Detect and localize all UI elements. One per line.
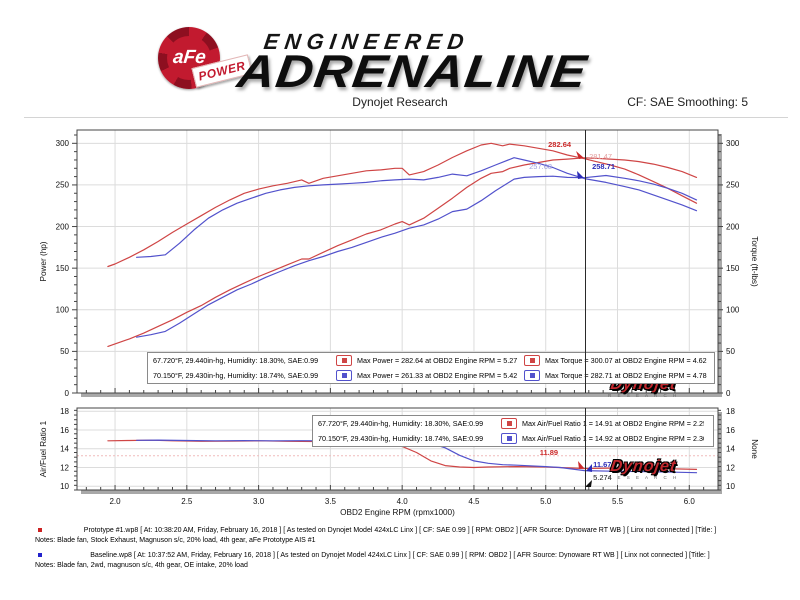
svg-text:18: 18 bbox=[60, 407, 69, 416]
svg-text:282.64: 282.64 bbox=[548, 140, 572, 149]
svg-text:3.5: 3.5 bbox=[325, 497, 337, 506]
afr-chart-legend: 67.720°F, 29.440in-hg, Humidity: 18.30%,… bbox=[312, 415, 714, 447]
env-conditions-label: 70.150°F, 29.430in-hg, Humidity: 18.74%,… bbox=[153, 371, 319, 380]
svg-text:300: 300 bbox=[726, 139, 740, 148]
svg-text:2.0: 2.0 bbox=[109, 497, 121, 506]
svg-text:50: 50 bbox=[60, 347, 69, 356]
env-conditions-label: 67.720°F, 29.440in-hg, Humidity: 18.30%,… bbox=[318, 419, 484, 428]
svg-text:281.47: 281.47 bbox=[589, 152, 612, 161]
max-torque-label: Max Torque = 282.71 at OBD2 Engine RPM =… bbox=[545, 371, 707, 380]
run-notes: Notes: Blade fan, 2wd, magnuson s/c, 4th… bbox=[35, 562, 248, 569]
brand-adrenaline: ADRENALINE bbox=[234, 45, 591, 97]
svg-text:250: 250 bbox=[726, 181, 740, 190]
svg-text:Air/Fuel Ratio 1: Air/Fuel Ratio 1 bbox=[39, 420, 48, 477]
svg-text:14: 14 bbox=[726, 445, 735, 454]
svg-text:200: 200 bbox=[56, 222, 70, 231]
max-power-label: Max Power = 282.64 at OBD2 Engine RPM = … bbox=[357, 356, 518, 365]
max-torque-label: Max Torque = 300.07 at OBD2 Engine RPM =… bbox=[545, 356, 707, 365]
dynojet-logo-text: Dynojet bbox=[609, 458, 678, 475]
svg-text:16: 16 bbox=[726, 426, 735, 435]
run1-marker-icon bbox=[501, 418, 517, 429]
env-conditions-label: 70.150°F, 29.430in-hg, Humidity: 18.74%,… bbox=[318, 434, 484, 443]
svg-text:10: 10 bbox=[726, 482, 735, 491]
svg-text:Power (hp): Power (hp) bbox=[39, 241, 48, 281]
svg-text:300: 300 bbox=[56, 139, 70, 148]
svg-text:4.0: 4.0 bbox=[397, 497, 409, 506]
run2-bullet-icon bbox=[38, 553, 42, 557]
run-file-info: Prototype #1.wp8 [ At: 10:38:20 AM, Frid… bbox=[83, 527, 717, 534]
svg-text:4.5: 4.5 bbox=[468, 497, 480, 506]
svg-text:2.5: 2.5 bbox=[181, 497, 193, 506]
svg-text:10: 10 bbox=[60, 482, 69, 491]
cursor-line-afr[interactable] bbox=[585, 408, 587, 490]
run1-marker-icon bbox=[336, 355, 352, 366]
svg-text:3.0: 3.0 bbox=[253, 497, 265, 506]
svg-text:150: 150 bbox=[726, 264, 740, 273]
svg-text:14: 14 bbox=[60, 445, 69, 454]
legend-row-prototype: 67.720°F, 29.440in-hg, Humidity: 18.30%,… bbox=[313, 416, 713, 431]
svg-text:150: 150 bbox=[56, 264, 70, 273]
dynojet-watermark: Dynojet R E S E A R C H bbox=[608, 458, 679, 481]
dynojet-research-text: R E S E A R C H bbox=[608, 393, 679, 398]
svg-text:18: 18 bbox=[726, 407, 735, 416]
svg-text:5.274: 5.274 bbox=[593, 473, 612, 482]
legend-row-baseline: 70.150°F, 29.430in-hg, Humidity: 18.74%,… bbox=[148, 368, 714, 383]
svg-text:5.5: 5.5 bbox=[612, 497, 624, 506]
svg-text:200: 200 bbox=[726, 222, 740, 231]
afe-logo: aFe bbox=[158, 27, 220, 89]
svg-text:50: 50 bbox=[726, 347, 735, 356]
svg-text:6.0: 6.0 bbox=[684, 497, 696, 506]
svg-text:257.68: 257.68 bbox=[529, 162, 552, 171]
run1-marker-icon bbox=[524, 355, 540, 366]
svg-text:100: 100 bbox=[726, 306, 740, 315]
svg-text:0: 0 bbox=[65, 389, 70, 398]
run-info-footer: Prototype #1.wp8 [ At: 10:38:20 AM, Frid… bbox=[0, 526, 800, 576]
smoothing-label: CF: SAE Smoothing: 5 bbox=[627, 95, 748, 109]
run1-bullet-icon bbox=[38, 528, 42, 532]
legend-row-baseline: 70.150°F, 29.430in-hg, Humidity: 18.74%,… bbox=[313, 431, 713, 446]
svg-text:0: 0 bbox=[726, 389, 731, 398]
run-notes: Notes: Blade fan, Stock Exhaust, Magnuso… bbox=[35, 537, 316, 544]
header-title: Dynojet Research bbox=[352, 95, 448, 109]
run2-marker-icon bbox=[501, 433, 517, 444]
env-conditions-label: 67.720°F, 29.440in-hg, Humidity: 18.30%,… bbox=[153, 356, 319, 365]
dynojet-watermark: Dynojet R E S E A R C H bbox=[608, 376, 679, 399]
svg-text:100: 100 bbox=[56, 306, 70, 315]
run-entry-prototype: Prototype #1.wp8 [ At: 10:38:20 AM, Frid… bbox=[0, 526, 800, 546]
svg-text:250: 250 bbox=[56, 181, 70, 190]
svg-text:OBD2 Engine RPM (rpmx1000): OBD2 Engine RPM (rpmx1000) bbox=[340, 508, 455, 517]
dynojet-research-text: R E S E A R C H bbox=[608, 475, 679, 480]
max-power-label: Max Power = 261.33 at OBD2 Engine RPM = … bbox=[357, 371, 518, 380]
header-divider bbox=[24, 117, 788, 118]
svg-text:11.89: 11.89 bbox=[540, 448, 558, 457]
svg-text:None: None bbox=[750, 439, 759, 459]
run2-marker-icon bbox=[336, 370, 352, 381]
legend-row-prototype: 67.720°F, 29.440in-hg, Humidity: 18.30%,… bbox=[148, 353, 714, 368]
max-afr-label: Max Air/Fuel Ratio 1 = 14.91 at OBD2 Eng… bbox=[522, 419, 704, 428]
main-chart-legend: 67.720°F, 29.440in-hg, Humidity: 18.30%,… bbox=[147, 352, 715, 384]
svg-text:12: 12 bbox=[726, 463, 735, 472]
svg-text:16: 16 bbox=[60, 426, 69, 435]
svg-text:5.0: 5.0 bbox=[540, 497, 552, 506]
max-afr-label: Max Air/Fuel Ratio 1 = 14.92 at OBD2 Eng… bbox=[522, 434, 704, 443]
svg-text:11.67: 11.67 bbox=[593, 460, 611, 469]
svg-text:12: 12 bbox=[60, 463, 69, 472]
cursor-line-main[interactable] bbox=[585, 130, 587, 393]
run2-marker-icon bbox=[524, 370, 540, 381]
run-file-info: Baseline.wp8 [ At: 10:37:52 AM, Friday, … bbox=[90, 552, 710, 559]
svg-text:Torque (ft-lbs): Torque (ft-lbs) bbox=[750, 236, 759, 287]
svg-text:258.71: 258.71 bbox=[592, 162, 615, 171]
run-entry-baseline: Baseline.wp8 [ At: 10:37:52 AM, Friday, … bbox=[0, 551, 800, 571]
